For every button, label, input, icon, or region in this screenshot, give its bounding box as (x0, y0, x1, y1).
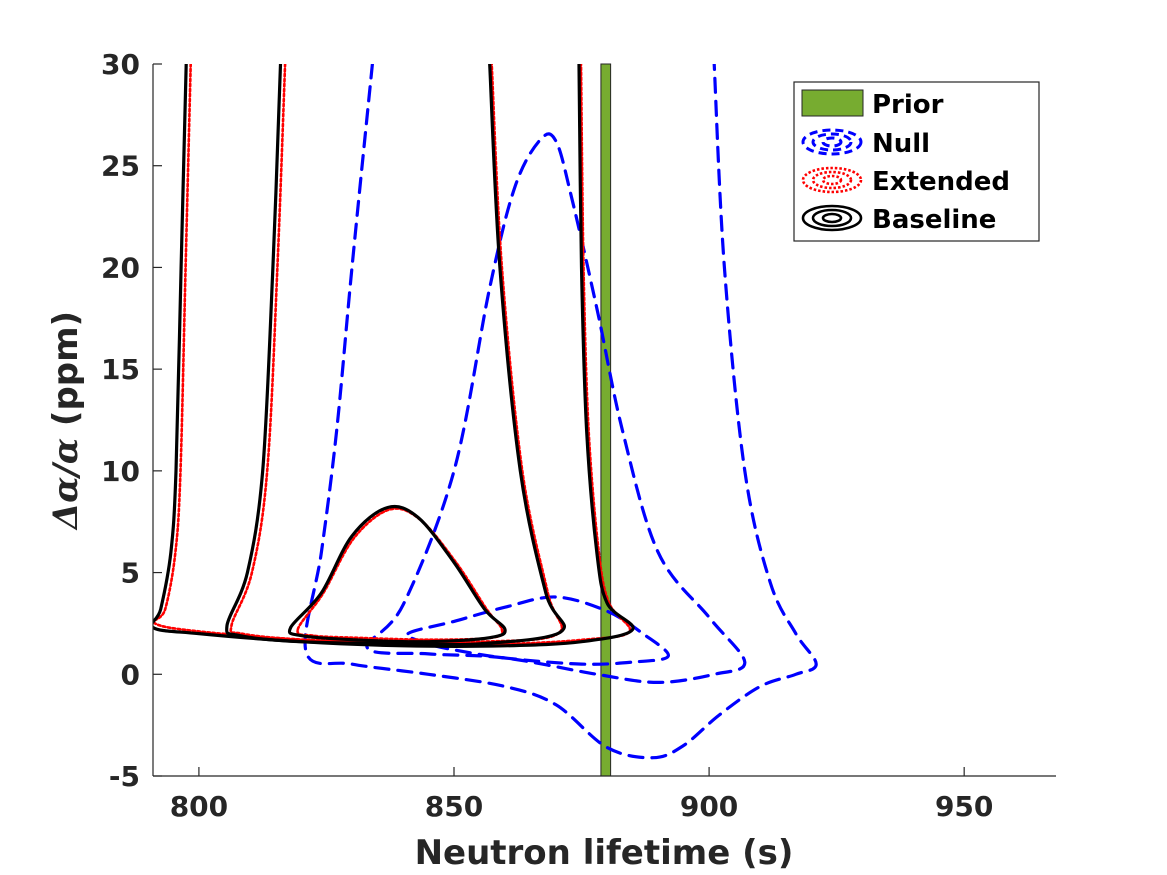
y-tick-labels: -5 0 5 10 15 20 25 30 (101, 48, 140, 793)
x-tick-label: 900 (680, 790, 738, 823)
y-axis-title-unit: (ppm) (46, 311, 86, 438)
y-tick-label: 15 (101, 353, 140, 386)
legend-extended-swatch (801, 166, 863, 194)
y-axis-title: Δα/α (ppm) (46, 311, 86, 531)
y-tick-label: 30 (101, 48, 140, 81)
legend-ellipse (801, 128, 863, 156)
y-tick-label: 0 (121, 658, 140, 691)
series-baseline (153, 64, 635, 648)
prior-layer (600, 63, 612, 777)
null-contour (303, 64, 818, 760)
legend: Prior Null Extended Baseline (793, 81, 1040, 242)
legend-ellipse (811, 170, 853, 190)
legend-label-baseline: Baseline (872, 205, 996, 235)
contours-clipped (153, 64, 818, 760)
series-null (303, 64, 818, 760)
legend-item-extended: Extended (801, 166, 1010, 197)
y-tick-label: -5 (109, 760, 140, 793)
axes (152, 63, 1056, 777)
y-tick-label: 25 (101, 150, 140, 183)
null-contour (365, 132, 747, 684)
null-contour (405, 595, 670, 666)
legend-label-prior: Prior (872, 90, 944, 120)
y-tick-label: 10 (101, 455, 140, 488)
baseline-contour (287, 504, 507, 644)
prior-band (600, 63, 612, 777)
legend-prior-swatch (801, 89, 864, 117)
y-tick-label: 20 (101, 251, 140, 284)
x-tick-label: 950 (935, 790, 993, 823)
legend-item-prior: Prior (801, 89, 944, 120)
legend-ellipse (801, 204, 863, 232)
baseline-contour (225, 64, 566, 647)
legend-ellipse (821, 136, 843, 148)
legend-item-null: Null (801, 128, 930, 159)
y-tick-label: 5 (121, 557, 140, 590)
legend-ellipse (811, 208, 853, 228)
legend-ellipse (821, 212, 843, 224)
legend-ellipse (821, 174, 843, 186)
x-tick-label: 850 (425, 790, 483, 823)
legend-label-extended: Extended (872, 167, 1010, 197)
baseline-contour (153, 64, 635, 648)
legend-label-null: Null (872, 129, 930, 159)
legend-item-baseline: Baseline (801, 204, 996, 235)
x-tick-label: 800 (170, 790, 228, 823)
contour-layer (153, 64, 818, 760)
legend-null-swatch (801, 128, 863, 156)
y-axis-title-math: Δα/α (46, 438, 86, 531)
x-axis-title: Neutron lifetime (s) (415, 833, 794, 873)
legend-ellipse (811, 132, 853, 152)
legend-ellipse (801, 166, 863, 194)
x-tick-labels: 800 850 900 950 (170, 790, 994, 823)
legend-baseline-swatch (801, 204, 863, 232)
